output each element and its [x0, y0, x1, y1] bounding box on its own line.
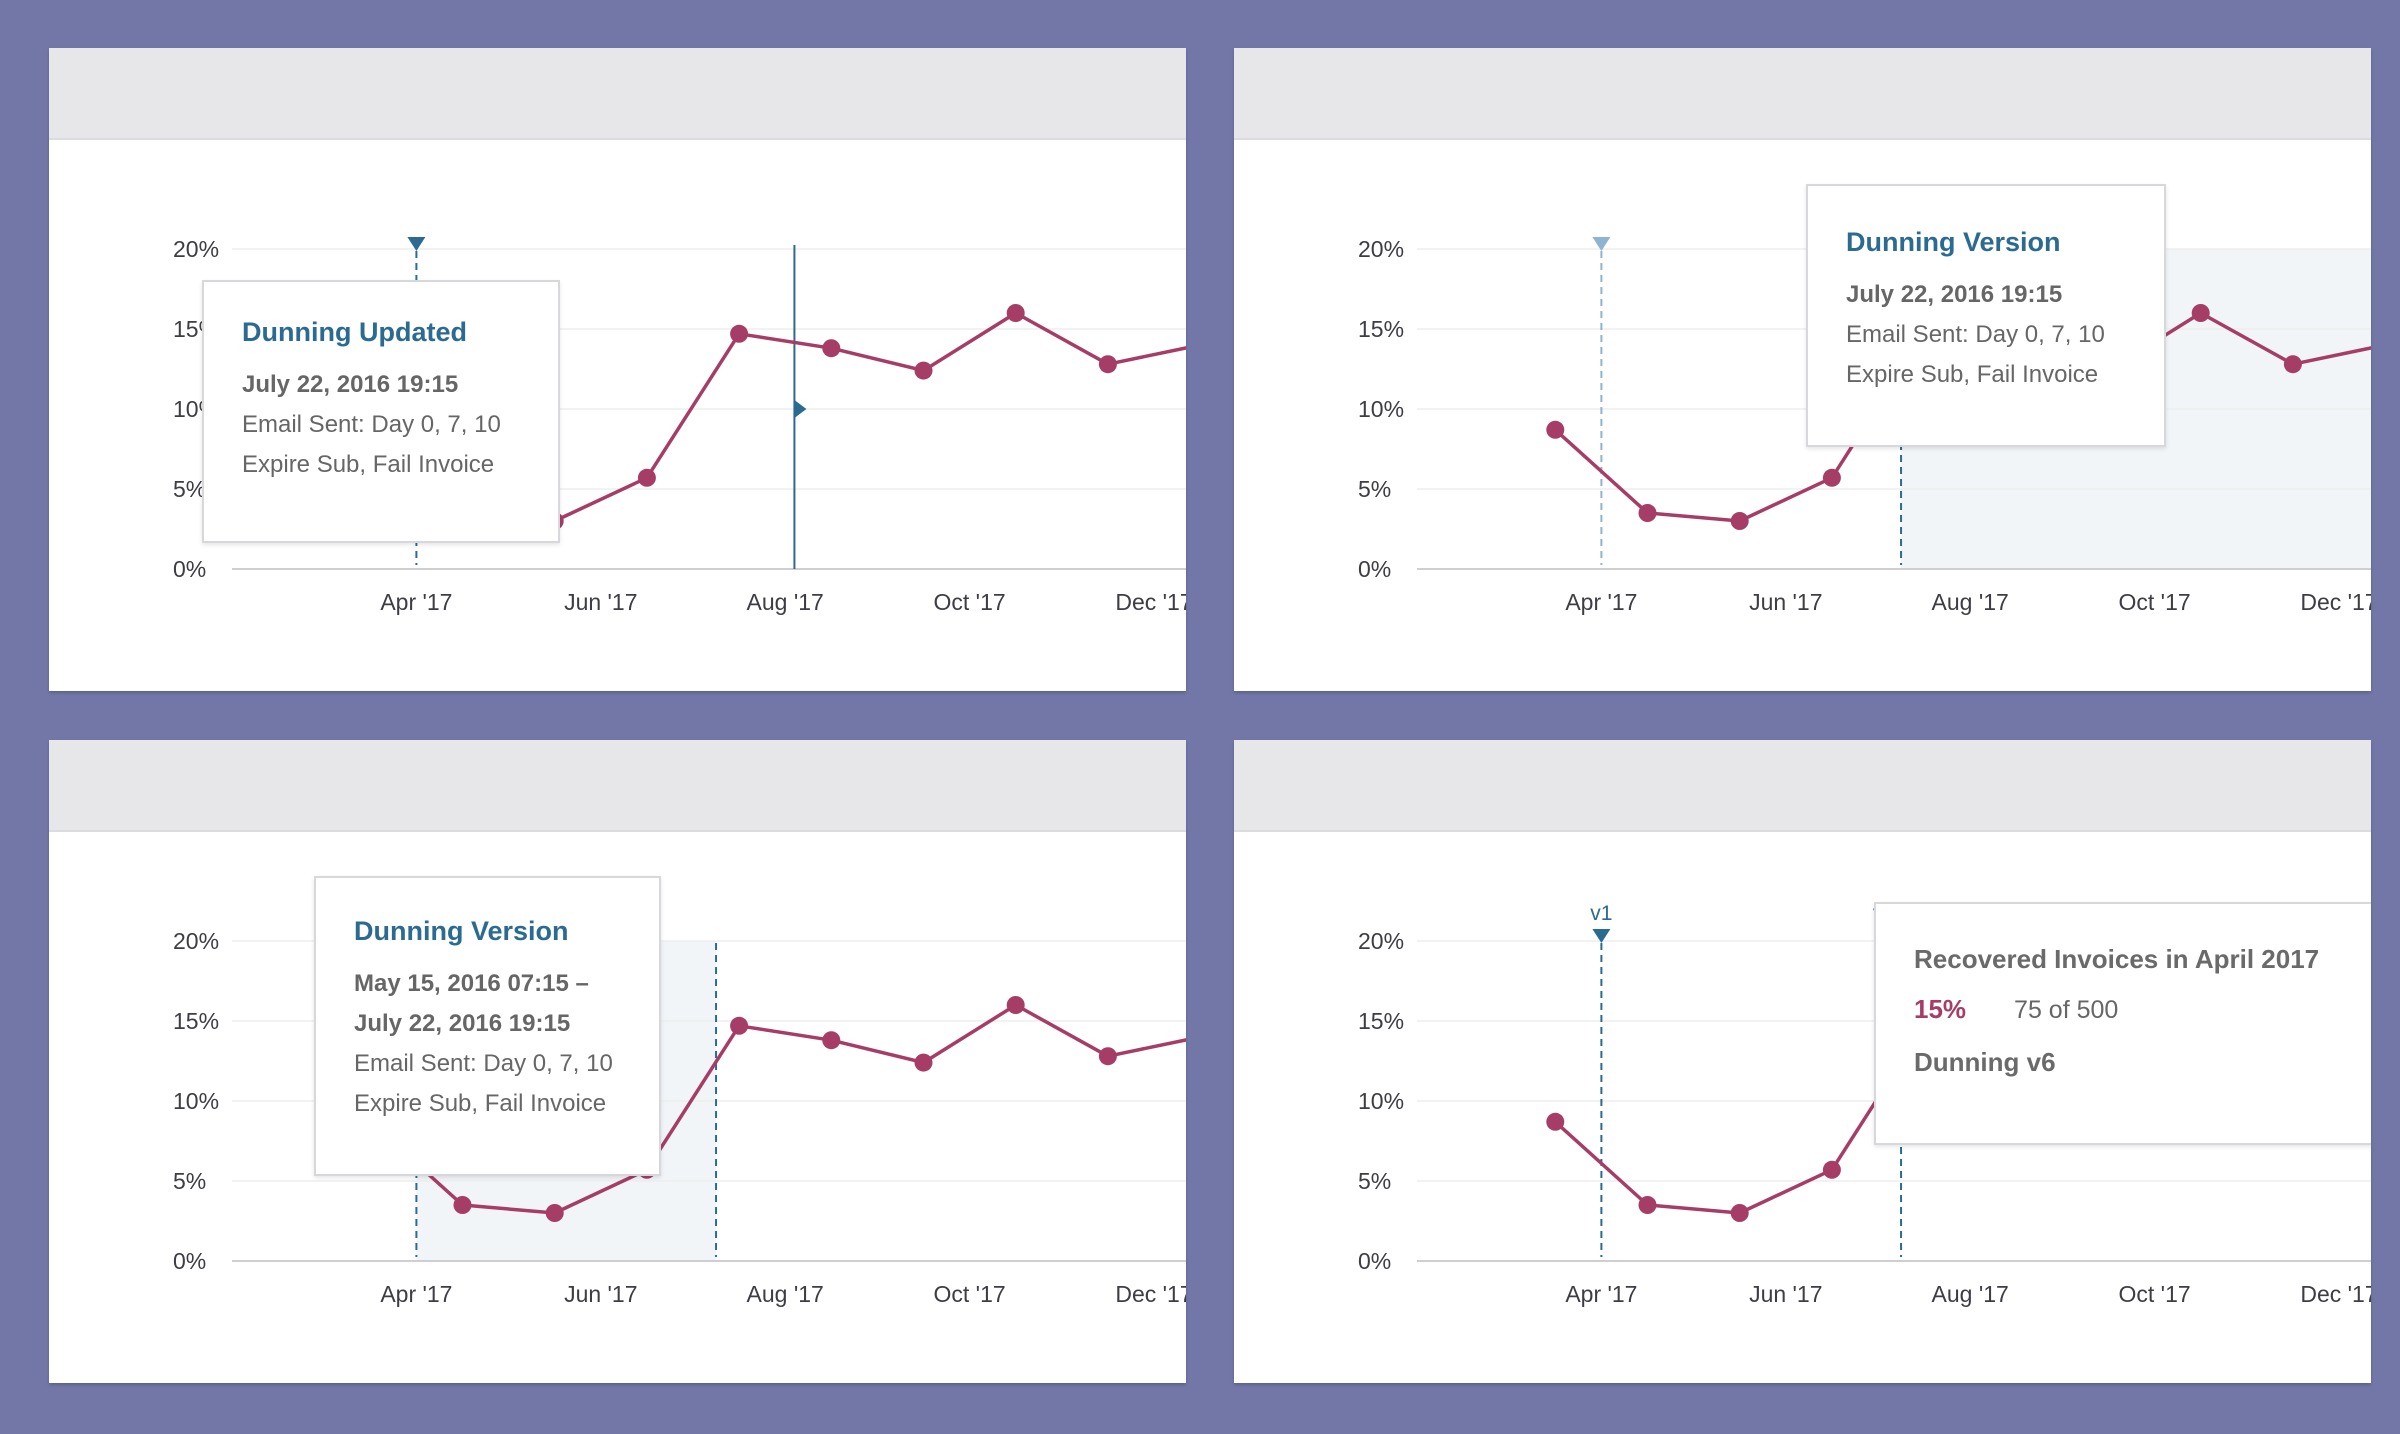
tooltip: Recovered Invoices in April 2017 15% 75 …	[1874, 902, 2371, 1145]
y-tick-label: 20%	[1358, 928, 1404, 954]
chart-card-dunning-version: 0% 5% 10% 15% 20% Apr '17 Jun '17 Aug '17 Oct '1…	[1234, 48, 2371, 691]
tooltip: Dunning Updated July 22, 2016 19:15 Emai…	[202, 280, 560, 543]
x-tick-label: Aug '17	[1932, 589, 2009, 615]
series-line	[369, 1003, 1186, 1215]
y-tick-label: 15%	[1358, 316, 1404, 342]
data-point	[545, 1204, 564, 1222]
y-tick-label: 0%	[173, 1248, 206, 1274]
x-tick-label: Dec '17	[1115, 589, 1186, 615]
chart-card-recovered-invoices: 0% 5% 10% 15% 20% Apr '17 Jun '17 Aug '17 Oct '1…	[1234, 740, 2371, 1383]
data-point	[1006, 996, 1025, 1014]
x-tick-label: Dec '17	[1115, 1281, 1186, 1307]
y-tick-label: 20%	[173, 236, 219, 262]
tooltip-title: Dunning Version	[354, 916, 569, 946]
data-point	[914, 1053, 933, 1072]
tooltip-email-sent: Email Sent: Day 0, 7, 10	[242, 411, 501, 438]
data-point	[1098, 355, 1117, 374]
data-point	[1006, 304, 1025, 322]
x-tick-label: Jun '17	[564, 1281, 637, 1307]
tooltip-email-sent: Email Sent: Day 0, 7, 10	[354, 1050, 613, 1077]
data-point	[1546, 1112, 1565, 1131]
tooltip-version: Dunning v6	[1914, 1047, 2056, 1077]
x-tick-label: Apr '17	[1565, 1281, 1637, 1307]
tooltip-actions: Expire Sub, Fail Invoice	[242, 451, 495, 478]
y-tick-label: 5%	[173, 1168, 206, 1194]
data-point	[822, 1031, 841, 1050]
event-marker-triangle	[1592, 237, 1611, 251]
data-point	[637, 468, 656, 487]
tooltip-date: July 22, 2016 19:15	[242, 371, 459, 398]
data-point	[453, 1196, 472, 1214]
tooltip-percent: 15%	[1914, 994, 1967, 1024]
card-header	[49, 740, 1186, 832]
x-tick-label: Oct '17	[2119, 1281, 2191, 1307]
y-tick-label: 5%	[1358, 476, 1391, 502]
tooltip-actions: Expire Sub, Fail Invoice	[354, 1090, 607, 1117]
data-point	[1822, 468, 1841, 487]
data-point	[914, 361, 933, 380]
event-marker-triangle	[1592, 929, 1611, 943]
tooltip-date-end: July 22, 2016 19:15	[354, 1010, 571, 1037]
x-tick-label: Dec '17	[2300, 589, 2371, 615]
x-tick-label: Apr '17	[380, 589, 452, 615]
tooltip-title: Dunning Version	[1846, 227, 2061, 257]
x-tick-label: Jun '17	[1749, 1281, 1822, 1307]
data-point	[1098, 1047, 1117, 1066]
data-point	[1730, 1204, 1749, 1222]
tooltip: Dunning Version May 15, 2016 07:15 – Jul…	[314, 876, 661, 1176]
card-header	[1234, 48, 2371, 140]
chart-card-dunning-version-range: 0% 5% 10% 15% 20% Apr '17 Jun '17 Aug '17 Oct '1…	[49, 740, 1186, 1383]
x-tick-label: Aug '17	[747, 589, 824, 615]
data-point	[1638, 1196, 1657, 1214]
card-header	[1234, 740, 2371, 832]
data-point	[822, 339, 841, 358]
tooltip-count: 75 of 500	[2014, 996, 2119, 1024]
tooltip-email-sent: Email Sent: Day 0, 7, 10	[1846, 321, 2105, 348]
y-tick-label: 0%	[1358, 1248, 1391, 1274]
line-chart[interactable]: 0% 5% 10% 15% 20% Apr '17 Jun '17 Aug '17 Oct '1…	[1234, 48, 2371, 691]
data-point	[730, 1016, 749, 1035]
data-point	[1638, 504, 1657, 522]
tooltip-date-start: May 15, 2016 07:15 –	[354, 970, 589, 997]
x-tick-label: Dec '17	[2300, 1281, 2371, 1307]
data-point	[1546, 420, 1565, 439]
x-tick-label: Apr '17	[380, 1281, 452, 1307]
x-tick-label: Jun '17	[1749, 589, 1822, 615]
tooltip-actions: Expire Sub, Fail Invoice	[1846, 361, 2099, 388]
event-marker-label: v1	[1590, 902, 1612, 925]
x-tick-label: Oct '17	[934, 589, 1006, 615]
y-tick-label: 10%	[1358, 1088, 1404, 1114]
data-point	[2191, 304, 2210, 322]
y-tick-label: 10%	[1358, 396, 1404, 422]
x-tick-label: Jun '17	[564, 589, 637, 615]
y-tick-label: 20%	[173, 928, 219, 954]
data-point	[1730, 512, 1749, 530]
tooltip-title: Dunning Updated	[242, 317, 467, 347]
y-tick-label: 5%	[173, 476, 206, 502]
tooltip: Dunning Version July 22, 2016 19:15 Emai…	[1806, 184, 2166, 447]
event-marker-triangle	[407, 237, 426, 251]
x-tick-label: Aug '17	[1932, 1281, 2009, 1307]
data-point	[1822, 1160, 1841, 1179]
chart-card-dunning-updated: 0% 5% 10% 15% 20% Apr '17 Jun '17 Aug '17 Oct '1…	[49, 48, 1186, 691]
y-tick-label: 0%	[173, 556, 206, 582]
tooltip-date: July 22, 2016 19:15	[1846, 281, 2063, 308]
data-point	[2283, 355, 2302, 374]
y-tick-label: 0%	[1358, 556, 1391, 582]
y-tick-label: 10%	[173, 1088, 219, 1114]
x-tick-label: Oct '17	[934, 1281, 1006, 1307]
tooltip-heading: Recovered Invoices in April 2017	[1914, 944, 2320, 974]
y-tick-label: 15%	[1358, 1008, 1404, 1034]
x-tick-label: Apr '17	[1565, 589, 1637, 615]
tooltip-stats: 15% 75 of 500	[1914, 994, 2354, 1025]
y-tick-label: 15%	[173, 1008, 219, 1034]
data-point	[730, 324, 749, 343]
card-header	[49, 48, 1186, 140]
x-tick-label: Aug '17	[747, 1281, 824, 1307]
event-marker-arrow	[794, 400, 807, 418]
y-tick-label: 5%	[1358, 1168, 1391, 1194]
y-tick-label: 20%	[1358, 236, 1404, 262]
x-tick-label: Oct '17	[2119, 589, 2191, 615]
